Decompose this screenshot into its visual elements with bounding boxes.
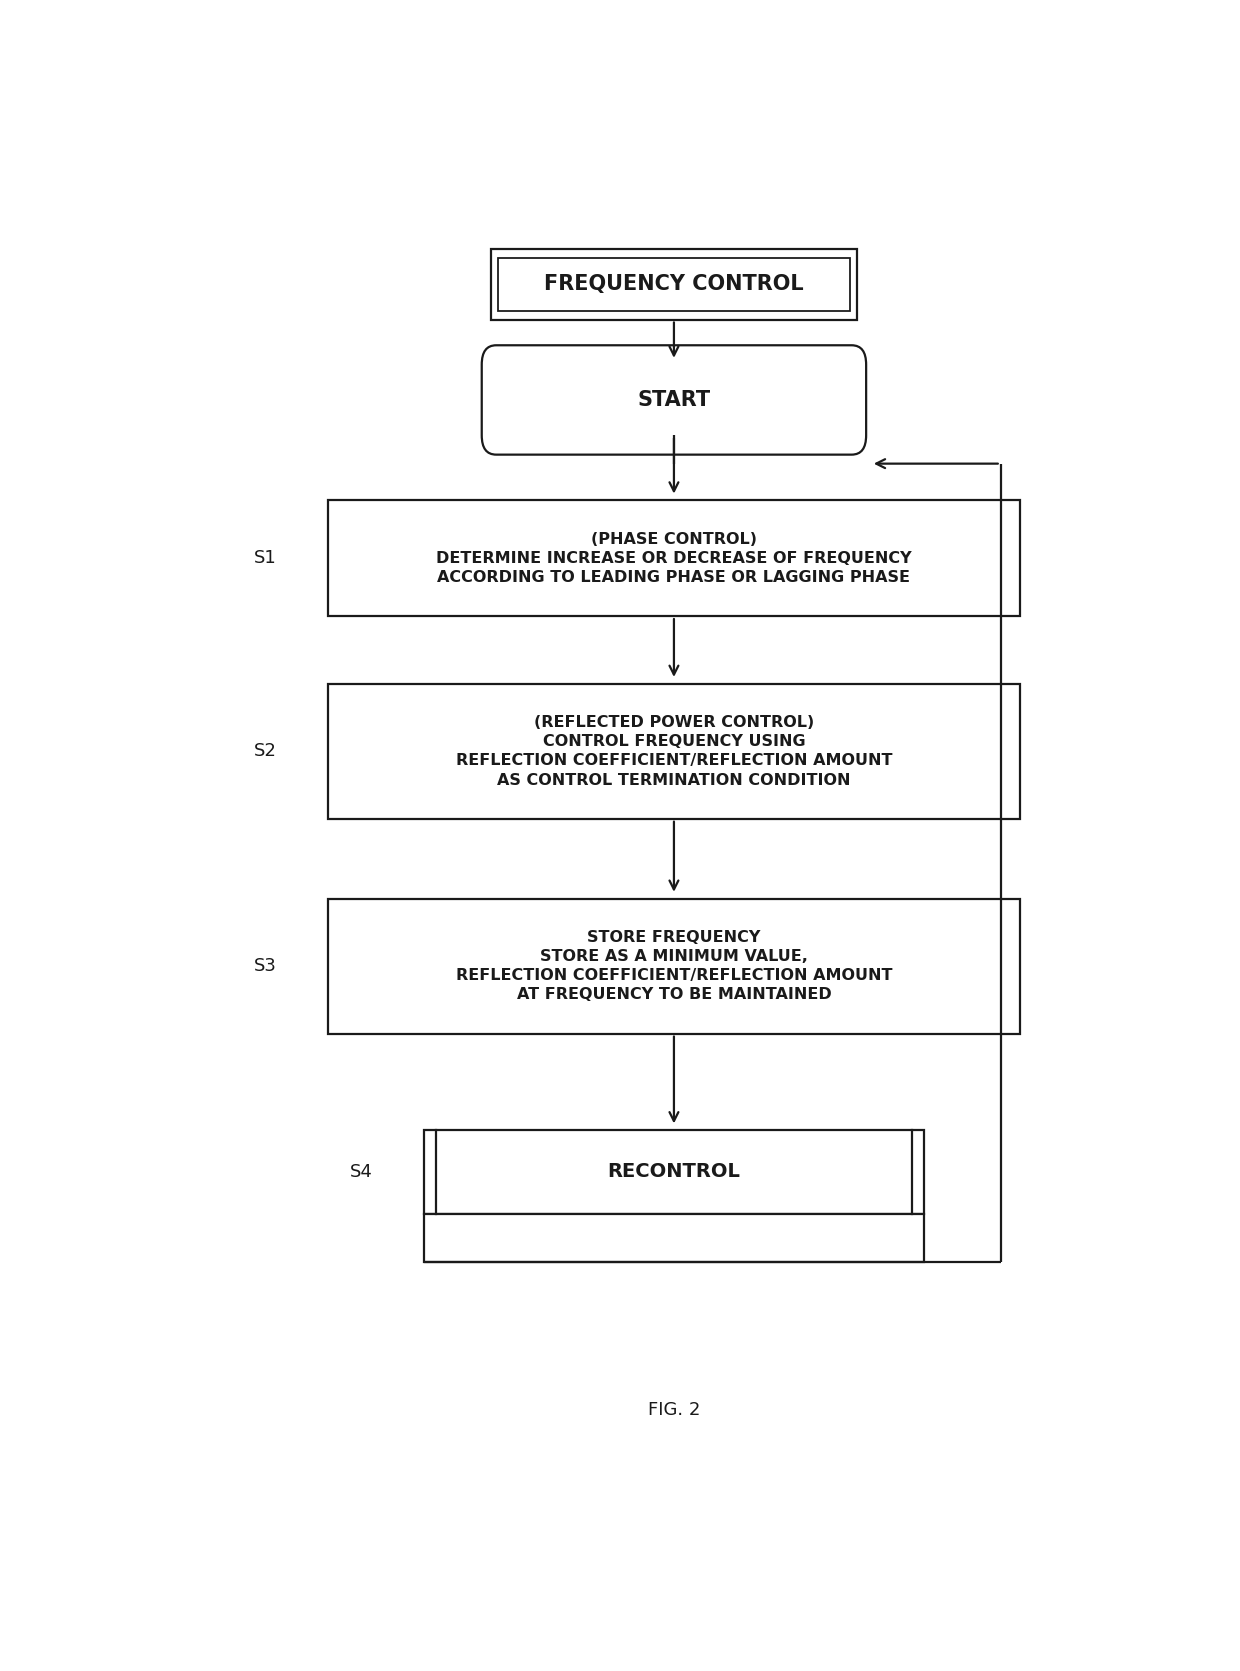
Text: S4: S4 (350, 1163, 373, 1181)
Text: (PHASE CONTROL)
DETERMINE INCREASE OR DECREASE OF FREQUENCY
ACCORDING TO LEADING: (PHASE CONTROL) DETERMINE INCREASE OR DE… (436, 531, 911, 585)
Text: STORE FREQUENCY
STORE AS A MINIMUM VALUE,
REFLECTION COEFFICIENT/REFLECTION AMOU: STORE FREQUENCY STORE AS A MINIMUM VALUE… (455, 929, 893, 1003)
Text: START: START (637, 389, 711, 409)
FancyBboxPatch shape (481, 346, 866, 455)
Bar (327, 899, 1019, 1034)
Text: FIG. 2: FIG. 2 (647, 1400, 701, 1419)
Text: FREQUENCY CONTROL: FREQUENCY CONTROL (544, 274, 804, 294)
Bar (498, 257, 849, 311)
Bar (424, 1130, 924, 1213)
Text: S2: S2 (254, 742, 277, 760)
Text: S3: S3 (254, 957, 277, 976)
Bar (491, 249, 857, 319)
Text: (REFLECTED POWER CONTROL)
CONTROL FREQUENCY USING
REFLECTION COEFFICIENT/REFLECT: (REFLECTED POWER CONTROL) CONTROL FREQUE… (455, 715, 893, 787)
Bar (327, 683, 1019, 819)
Text: S1: S1 (254, 550, 277, 566)
Bar (424, 1213, 924, 1262)
Text: RECONTROL: RECONTROL (608, 1163, 740, 1181)
Bar (327, 500, 1019, 617)
